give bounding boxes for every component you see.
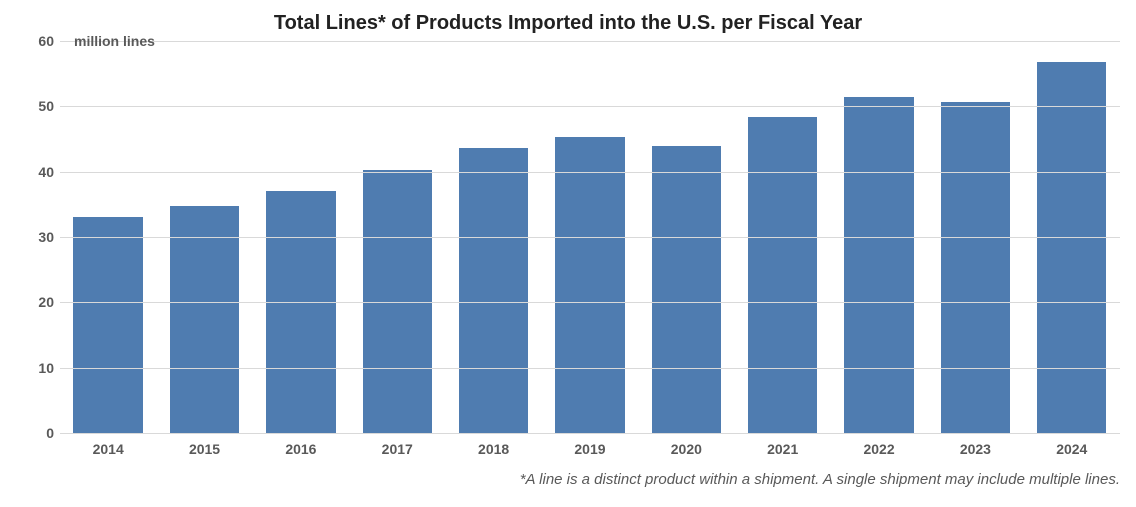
y-axis-unit-label: million lines [74, 33, 155, 49]
bar [170, 206, 239, 433]
gridline [60, 302, 1120, 303]
bar [1037, 62, 1106, 433]
y-tick-label: 10 [38, 360, 54, 376]
gridline [60, 237, 1120, 238]
gridline [60, 106, 1120, 107]
bar [652, 146, 721, 433]
x-tick-label: 2017 [349, 441, 445, 457]
gridline [60, 368, 1120, 369]
chart-title: Total Lines* of Products Imported into t… [20, 12, 1116, 35]
gridline [60, 172, 1120, 173]
x-tick-label: 2018 [445, 441, 541, 457]
x-tick-label: 2024 [1024, 441, 1120, 457]
x-tick-label: 2021 [735, 441, 831, 457]
gridline [60, 41, 1120, 42]
bar [555, 137, 624, 433]
y-tick-label: 0 [46, 425, 54, 441]
x-tick-label: 2016 [253, 441, 349, 457]
x-axis-labels: 2014201520162017201820192020202120222023… [60, 441, 1120, 457]
x-tick-label: 2019 [542, 441, 638, 457]
chart-footnote: *A line is a distinct product within a s… [60, 471, 1124, 488]
bar [941, 102, 1010, 433]
gridline [60, 433, 1120, 434]
x-tick-label: 2023 [927, 441, 1023, 457]
x-tick-label: 2015 [156, 441, 252, 457]
x-tick-label: 2014 [60, 441, 156, 457]
y-tick-label: 60 [38, 33, 54, 49]
y-tick-label: 50 [38, 98, 54, 114]
bar [844, 97, 913, 433]
x-tick-label: 2020 [638, 441, 734, 457]
plot-area: 0102030405060million lines [60, 41, 1120, 433]
bar [73, 217, 142, 433]
bar [459, 148, 528, 434]
bar [266, 191, 335, 433]
bar [748, 117, 817, 433]
bar-chart: Total Lines* of Products Imported into t… [0, 0, 1136, 507]
y-tick-label: 40 [38, 164, 54, 180]
y-tick-label: 20 [38, 294, 54, 310]
y-tick-label: 30 [38, 229, 54, 245]
x-tick-label: 2022 [831, 441, 927, 457]
